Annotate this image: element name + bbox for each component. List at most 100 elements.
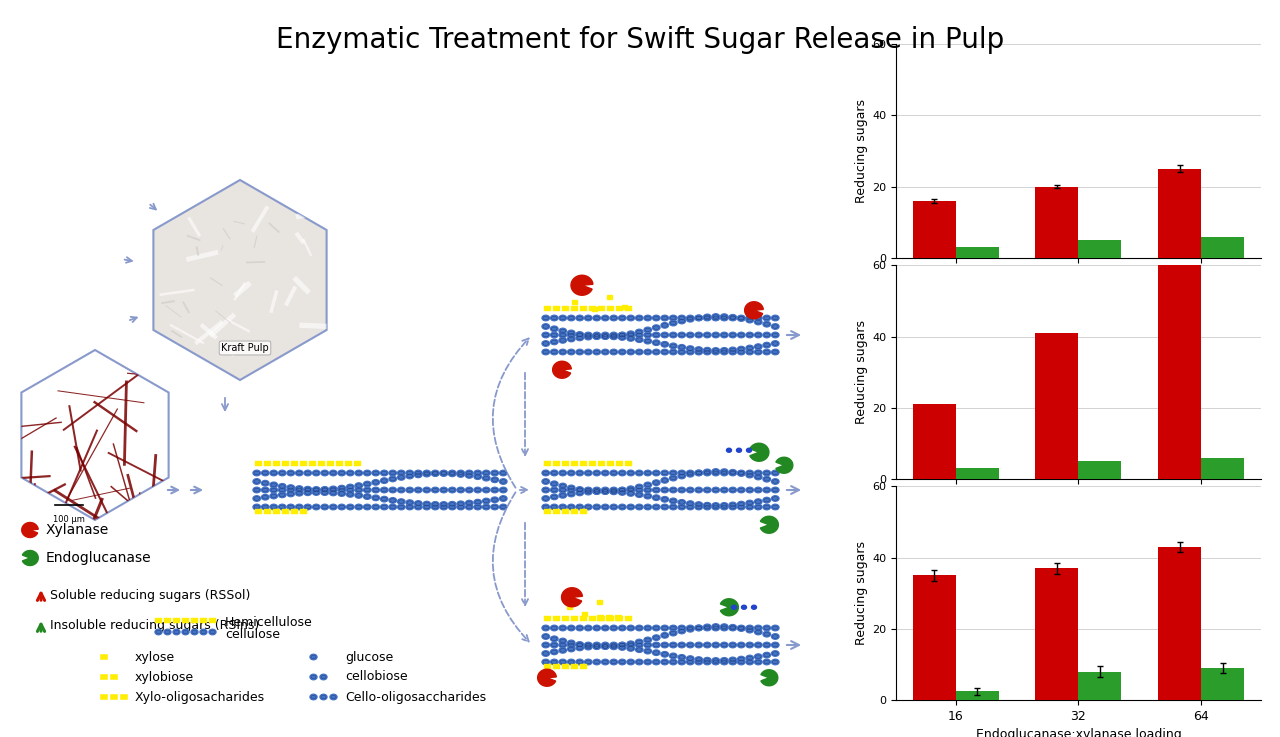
Ellipse shape: [644, 638, 652, 643]
Ellipse shape: [686, 660, 694, 665]
Ellipse shape: [653, 625, 660, 631]
Ellipse shape: [602, 489, 609, 495]
Ellipse shape: [576, 332, 584, 338]
Ellipse shape: [310, 694, 317, 699]
Ellipse shape: [712, 469, 719, 475]
Bar: [291, 461, 298, 466]
Ellipse shape: [678, 473, 686, 479]
Bar: [164, 618, 172, 623]
Ellipse shape: [660, 497, 668, 502]
Ellipse shape: [737, 346, 745, 352]
Ellipse shape: [704, 503, 710, 508]
Ellipse shape: [567, 492, 575, 497]
Ellipse shape: [541, 324, 549, 329]
Ellipse shape: [704, 504, 710, 510]
Ellipse shape: [541, 642, 549, 648]
Ellipse shape: [593, 489, 600, 495]
Ellipse shape: [754, 629, 762, 635]
Polygon shape: [22, 350, 169, 520]
Ellipse shape: [559, 338, 567, 343]
Ellipse shape: [669, 653, 677, 659]
Ellipse shape: [746, 318, 754, 323]
Bar: [596, 615, 603, 620]
Ellipse shape: [695, 349, 703, 354]
Ellipse shape: [660, 323, 668, 328]
Ellipse shape: [627, 315, 635, 321]
Ellipse shape: [585, 349, 591, 354]
Bar: [567, 605, 572, 609]
Ellipse shape: [754, 470, 762, 476]
Ellipse shape: [635, 660, 643, 665]
Ellipse shape: [541, 470, 549, 476]
Ellipse shape: [695, 642, 703, 648]
Ellipse shape: [627, 349, 635, 354]
Ellipse shape: [704, 332, 710, 338]
Bar: [1078, 461, 1121, 479]
Ellipse shape: [730, 347, 736, 353]
Ellipse shape: [721, 642, 728, 648]
Ellipse shape: [737, 487, 745, 493]
Ellipse shape: [751, 605, 756, 609]
Ellipse shape: [483, 470, 490, 476]
Ellipse shape: [772, 651, 780, 656]
Text: cellulose: cellulose: [225, 627, 280, 640]
Ellipse shape: [763, 470, 771, 476]
Ellipse shape: [763, 497, 771, 503]
Bar: [273, 461, 280, 466]
Ellipse shape: [431, 471, 439, 476]
Ellipse shape: [611, 644, 617, 649]
Ellipse shape: [721, 624, 728, 629]
Bar: [1201, 668, 1244, 700]
Ellipse shape: [585, 489, 591, 495]
Ellipse shape: [483, 504, 490, 510]
Ellipse shape: [431, 502, 439, 507]
Ellipse shape: [541, 487, 549, 493]
Ellipse shape: [737, 471, 745, 476]
Ellipse shape: [611, 332, 617, 338]
Ellipse shape: [279, 487, 285, 493]
Ellipse shape: [627, 470, 635, 476]
Ellipse shape: [261, 481, 269, 486]
Ellipse shape: [347, 492, 355, 497]
Ellipse shape: [635, 647, 643, 652]
Ellipse shape: [635, 492, 643, 497]
Ellipse shape: [618, 489, 626, 495]
Ellipse shape: [611, 489, 617, 494]
Ellipse shape: [422, 470, 430, 476]
Text: Enzymatic Treatment for Swift Sugar Release in Pulp: Enzymatic Treatment for Swift Sugar Rele…: [276, 26, 1004, 54]
Ellipse shape: [372, 487, 379, 493]
Bar: [607, 461, 614, 466]
Ellipse shape: [669, 332, 677, 338]
Ellipse shape: [541, 340, 549, 346]
Polygon shape: [154, 180, 326, 380]
Ellipse shape: [305, 490, 311, 495]
Ellipse shape: [704, 625, 710, 631]
Ellipse shape: [686, 501, 694, 506]
Ellipse shape: [678, 315, 686, 321]
Ellipse shape: [686, 626, 694, 632]
Text: glucose: glucose: [346, 651, 393, 663]
Ellipse shape: [499, 479, 507, 484]
Ellipse shape: [296, 504, 303, 510]
Ellipse shape: [618, 504, 626, 510]
Bar: [200, 618, 207, 623]
Ellipse shape: [644, 338, 652, 344]
Ellipse shape: [415, 487, 422, 493]
Bar: [1201, 458, 1244, 479]
Ellipse shape: [602, 487, 609, 493]
Ellipse shape: [669, 321, 677, 326]
Ellipse shape: [431, 470, 439, 476]
Ellipse shape: [448, 470, 456, 476]
Bar: [1158, 169, 1201, 258]
Ellipse shape: [754, 642, 762, 648]
Ellipse shape: [721, 332, 728, 338]
Ellipse shape: [627, 332, 635, 338]
Ellipse shape: [737, 626, 745, 631]
Ellipse shape: [660, 625, 668, 631]
Ellipse shape: [635, 337, 643, 343]
Ellipse shape: [585, 660, 591, 665]
Ellipse shape: [457, 504, 465, 510]
Ellipse shape: [721, 625, 728, 631]
Ellipse shape: [695, 470, 703, 476]
Ellipse shape: [686, 349, 694, 354]
